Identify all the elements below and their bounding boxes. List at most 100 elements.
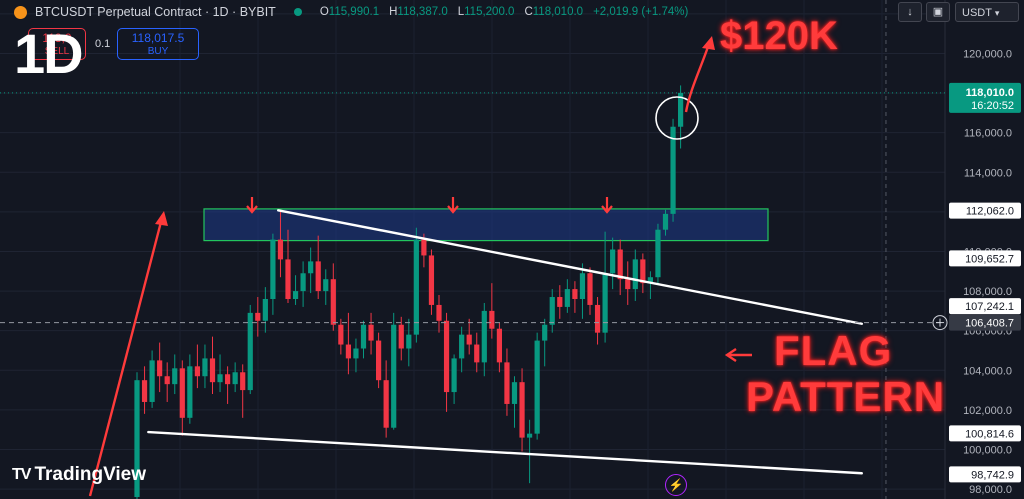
candle[interactable] <box>270 239 276 300</box>
candle[interactable] <box>489 310 495 329</box>
candle[interactable] <box>602 273 608 333</box>
candle[interactable] <box>542 324 548 341</box>
arrow-down-icon[interactable]: ↓ <box>898 2 922 22</box>
candle[interactable] <box>323 279 329 292</box>
candle[interactable] <box>640 259 646 284</box>
candle[interactable] <box>383 380 389 428</box>
candle[interactable] <box>330 279 336 325</box>
candle[interactable] <box>240 372 246 391</box>
candle[interactable] <box>557 297 563 307</box>
candle[interactable] <box>353 348 359 359</box>
candle[interactable] <box>549 297 555 325</box>
ohlc-value: 115,200.0 <box>464 6 515 18</box>
candle[interactable] <box>315 261 321 292</box>
order-quantity[interactable]: 0.1 <box>95 38 111 50</box>
candle[interactable] <box>262 299 268 321</box>
candle[interactable] <box>209 358 216 383</box>
down-arrow-head <box>601 205 613 214</box>
candle[interactable] <box>534 340 540 434</box>
lightning-icon[interactable]: ⚡ <box>665 474 687 496</box>
candle[interactable] <box>292 291 299 300</box>
candle[interactable] <box>572 289 578 300</box>
candle[interactable] <box>134 380 140 498</box>
plus-icon[interactable] <box>932 315 948 331</box>
resistance-zone[interactable] <box>203 208 769 242</box>
tradingview-logo[interactable]: TV TradingView <box>12 464 146 486</box>
candle[interactable] <box>587 273 593 305</box>
candle[interactable] <box>496 328 502 363</box>
candle[interactable] <box>172 368 178 385</box>
candle[interactable] <box>308 261 314 274</box>
candle[interactable] <box>678 92 684 127</box>
candle[interactable] <box>466 334 472 345</box>
candle[interactable] <box>247 312 253 391</box>
buy-price: 118,017.5 <box>131 31 185 45</box>
candle[interactable] <box>564 289 570 307</box>
candle[interactable] <box>376 340 382 381</box>
candle[interactable] <box>436 304 442 321</box>
candle[interactable] <box>164 376 170 385</box>
candle[interactable] <box>610 249 616 274</box>
candle[interactable] <box>527 433 533 438</box>
price-label-box <box>949 466 1021 483</box>
candle[interactable] <box>428 255 435 305</box>
target-arrow-line[interactable] <box>684 43 711 113</box>
candle[interactable] <box>655 229 661 278</box>
camera-icon[interactable]: ▣ <box>926 2 950 22</box>
candle[interactable] <box>360 324 367 349</box>
timeframe-overlay: 1D <box>14 22 84 85</box>
y-tick-label: 100,000.0 <box>963 444 1012 456</box>
pattern-annotation-line1: FLAG <box>774 327 893 374</box>
candle[interactable] <box>338 324 344 345</box>
candle[interactable] <box>398 324 404 349</box>
flag-upper-trendline[interactable] <box>276 209 863 325</box>
candle[interactable] <box>187 366 193 418</box>
candle[interactable] <box>504 362 510 404</box>
candle[interactable] <box>579 273 586 300</box>
candle[interactable] <box>217 374 223 383</box>
candle[interactable] <box>141 380 148 402</box>
candle[interactable] <box>594 304 601 333</box>
candle[interactable] <box>413 239 419 335</box>
candle[interactable] <box>345 344 351 359</box>
candle[interactable] <box>481 310 487 363</box>
price-label-box <box>949 250 1021 267</box>
candle[interactable] <box>647 277 653 284</box>
candle[interactable] <box>662 213 669 230</box>
flag-lower-trendline[interactable] <box>147 430 863 475</box>
candle[interactable] <box>202 358 208 377</box>
y-tick-label: 102,000.0 <box>963 405 1012 417</box>
rally-arrow-line[interactable] <box>88 217 164 497</box>
candle[interactable] <box>157 360 163 377</box>
candle[interactable] <box>149 360 155 402</box>
candle[interactable] <box>625 279 631 290</box>
currency-select[interactable]: USDT ▾ <box>955 2 1019 22</box>
buy-button[interactable]: 118,017.5 BUY <box>117 28 199 60</box>
candle[interactable] <box>443 320 450 393</box>
candle[interactable] <box>285 259 291 300</box>
candle[interactable] <box>225 374 231 385</box>
candle[interactable] <box>368 324 374 341</box>
candle[interactable] <box>670 126 676 214</box>
candle[interactable] <box>459 334 465 359</box>
candle[interactable] <box>474 344 480 363</box>
symbol-title[interactable]: BTCUSDT Perpetual Contract · 1D · BYBIT <box>35 5 276 19</box>
candle[interactable] <box>519 382 525 438</box>
candle[interactable] <box>632 259 638 290</box>
candle[interactable] <box>255 312 261 321</box>
candle[interactable] <box>300 273 306 292</box>
candle[interactable] <box>406 334 412 349</box>
candle[interactable] <box>617 249 623 280</box>
candle[interactable] <box>194 366 200 377</box>
candle[interactable] <box>511 382 518 404</box>
candle[interactable] <box>277 239 284 260</box>
candle[interactable] <box>179 368 185 418</box>
breakout-highlight-circle[interactable] <box>655 96 699 140</box>
candle[interactable] <box>451 358 457 393</box>
candle[interactable] <box>232 372 238 385</box>
candle[interactable] <box>391 324 397 428</box>
sell-button[interactable]: 118,0 SELL <box>28 28 86 60</box>
candle[interactable] <box>421 239 427 256</box>
